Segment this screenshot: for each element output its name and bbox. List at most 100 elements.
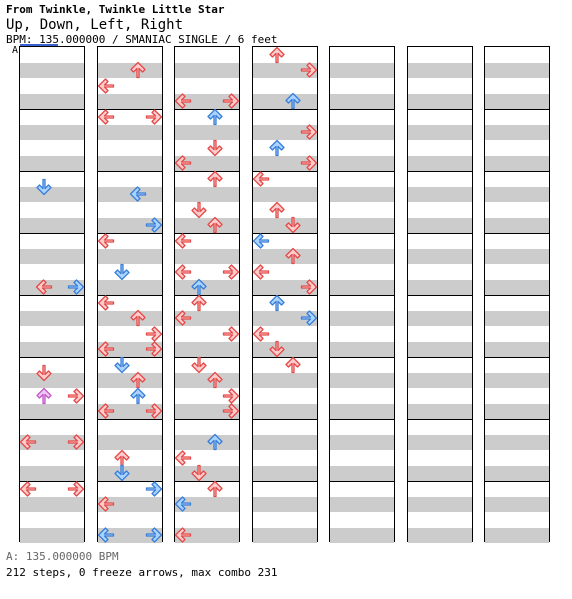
beat-stripe	[20, 341, 84, 357]
arrow-note	[207, 108, 223, 125]
arrow-note	[97, 78, 114, 94]
arrow-note	[129, 62, 146, 79]
measure-line	[97, 418, 162, 420]
arrow-note	[145, 326, 162, 342]
arrow-note	[97, 341, 114, 357]
beat-stripe	[252, 403, 317, 419]
beat-stripe	[175, 155, 239, 171]
measure-line	[485, 480, 549, 482]
measure-line	[407, 232, 472, 234]
chart-column	[329, 46, 395, 543]
measure-line	[330, 294, 394, 296]
beat-stripe	[252, 434, 317, 450]
beat-stripe	[407, 155, 472, 171]
arrow-note	[129, 310, 146, 327]
beat-stripe	[175, 62, 239, 78]
beat-stripe	[252, 496, 317, 512]
beat-stripe	[252, 372, 317, 388]
arrow-note	[252, 233, 269, 249]
beat-stripe	[20, 403, 84, 419]
beat-stripe	[330, 465, 394, 481]
beat-stripe	[330, 310, 394, 326]
beat-stripe	[175, 372, 239, 388]
beat-stripe	[97, 124, 162, 140]
measure-line	[252, 480, 317, 482]
beat-stripe	[485, 465, 549, 481]
beat-stripe	[485, 248, 549, 264]
measure-line	[252, 108, 317, 110]
arrow-note	[174, 264, 192, 280]
arrow-note	[300, 62, 317, 78]
measure-line	[407, 356, 472, 358]
beat-stripe	[175, 341, 239, 357]
arrow-note	[67, 388, 85, 404]
beat-stripe	[485, 372, 549, 388]
measure-line	[330, 356, 394, 358]
beat-stripe	[20, 124, 84, 140]
beat-stripe	[252, 155, 317, 171]
beat-stripe	[485, 434, 549, 450]
arrow-note	[268, 139, 285, 156]
arrow-note	[97, 403, 114, 419]
arrow-note	[300, 155, 317, 171]
measure-line	[175, 294, 239, 296]
arrow-note	[145, 341, 162, 357]
arrow-note	[19, 481, 37, 497]
chart-title: Up, Down, Left, Right	[6, 17, 184, 33]
beat-stripe	[252, 186, 317, 202]
measure-line	[252, 418, 317, 420]
arrow-note	[191, 201, 207, 218]
beat-stripe	[252, 527, 317, 543]
measure-line	[97, 108, 162, 110]
beat-stripe	[330, 124, 394, 140]
beat-stripe	[407, 341, 472, 357]
arrow-note	[36, 364, 52, 381]
chart-stats: 212 steps, 0 freeze arrows, max combo 23…	[6, 566, 278, 579]
chart-column	[96, 46, 163, 543]
beat-stripe	[407, 434, 472, 450]
arrow-note	[207, 372, 223, 389]
arrow-note	[113, 356, 130, 373]
arrow-note	[67, 279, 85, 295]
beat-stripe	[175, 310, 239, 326]
beat-stripe	[175, 527, 239, 543]
measure-line	[407, 294, 472, 296]
measure-line	[20, 356, 84, 358]
beat-stripe	[175, 186, 239, 202]
arrow-note	[300, 124, 317, 140]
beat-stripe	[252, 62, 317, 78]
measure-line	[20, 232, 84, 234]
beat-stripe	[485, 527, 549, 543]
chart-column	[19, 46, 85, 543]
beat-stripe	[485, 155, 549, 171]
beat-stripe	[330, 341, 394, 357]
measure-line	[330, 480, 394, 482]
beat-stripe	[97, 496, 162, 512]
beat-stripe	[485, 403, 549, 419]
beat-stripe	[252, 124, 317, 140]
chart-column	[484, 46, 550, 543]
beat-stripe	[97, 310, 162, 326]
measure-line	[20, 418, 84, 420]
beat-stripe	[252, 341, 317, 357]
arrow-note	[252, 326, 269, 342]
measure-line	[20, 170, 84, 172]
arrow-note	[67, 481, 85, 497]
beat-stripe	[20, 155, 84, 171]
beat-stripe	[485, 341, 549, 357]
beat-stripe	[97, 217, 162, 233]
arrow-note	[252, 171, 269, 187]
beat-stripe	[175, 496, 239, 512]
chart-column	[251, 46, 318, 543]
beat-stripe	[330, 155, 394, 171]
arrow-note	[207, 217, 223, 234]
beat-stripe	[20, 217, 84, 233]
arrow-note	[268, 341, 285, 358]
beat-stripe	[330, 434, 394, 450]
arrow-note	[174, 93, 192, 109]
beat-stripe	[407, 217, 472, 233]
arrow-note	[97, 233, 114, 249]
arrow-note	[97, 527, 114, 543]
beat-stripe	[97, 434, 162, 450]
beat-stripe	[97, 248, 162, 264]
